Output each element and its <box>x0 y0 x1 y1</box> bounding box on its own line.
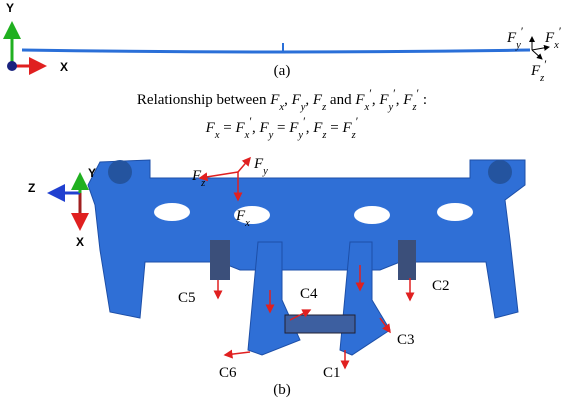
text-segment: , <box>252 120 260 136</box>
text-segment: x <box>244 130 250 141</box>
constraint-label: C4 <box>300 286 318 302</box>
relationship-equation: Fx = Fx′, Fy = Fy′, Fz = Fz′ <box>205 114 359 141</box>
force-label: Fz′ <box>530 57 547 84</box>
axis-label: X <box>60 60 68 74</box>
text-segment: ′ <box>559 24 562 38</box>
text-segment: : <box>419 92 427 108</box>
axis-label: X <box>76 235 84 249</box>
text-segment: y <box>387 102 393 113</box>
constraint-label: C1 <box>323 365 341 381</box>
constraint-label: C2 <box>432 278 450 294</box>
text-segment: = <box>273 120 289 136</box>
text-segment: , <box>305 92 313 108</box>
text-segment: , <box>372 92 380 108</box>
text-segment: , <box>396 92 404 108</box>
text-segment: , <box>306 120 314 136</box>
text-segment: y <box>262 166 268 177</box>
constraint-label: C6 <box>219 365 237 381</box>
text-segment: and <box>326 92 355 108</box>
relationship-text: Relationship between Fx, Fy, Fz and Fx′,… <box>137 86 427 113</box>
axis-label: Z <box>28 181 35 195</box>
text-segment: ′ <box>521 24 524 38</box>
text-segment: z <box>411 102 416 113</box>
text-segment: = <box>326 120 342 136</box>
text-segment: = <box>220 120 236 136</box>
caption: (a) <box>274 63 291 79</box>
figure: YX(a)Fy′Fx′Fz′Relationship between Fx, F… <box>0 0 565 399</box>
force-label: Fx′ <box>544 24 562 51</box>
text-segment: z <box>351 130 356 141</box>
panel-b-drawing <box>50 158 525 368</box>
axis-label: Y <box>6 1 14 15</box>
constraint-label: C5 <box>178 290 196 306</box>
text-segment: x <box>553 40 559 51</box>
text-segment: x <box>364 102 370 113</box>
text-segment: ′ <box>356 114 359 128</box>
text-segment: y <box>515 40 521 51</box>
text-segment: ′ <box>544 57 547 71</box>
axis-label: Y <box>88 166 96 180</box>
text-segment: , <box>284 92 292 108</box>
text-segment: x <box>244 218 250 229</box>
constraint-label: C3 <box>397 332 415 348</box>
text-segment: Relationship between <box>137 92 270 108</box>
text-segment: z <box>200 178 205 189</box>
force-label: Fy <box>253 156 268 177</box>
text-segment: z <box>539 73 544 84</box>
caption: (b) <box>273 382 291 398</box>
text-segment: y <box>297 130 303 141</box>
force-label: Fy′ <box>506 24 524 51</box>
